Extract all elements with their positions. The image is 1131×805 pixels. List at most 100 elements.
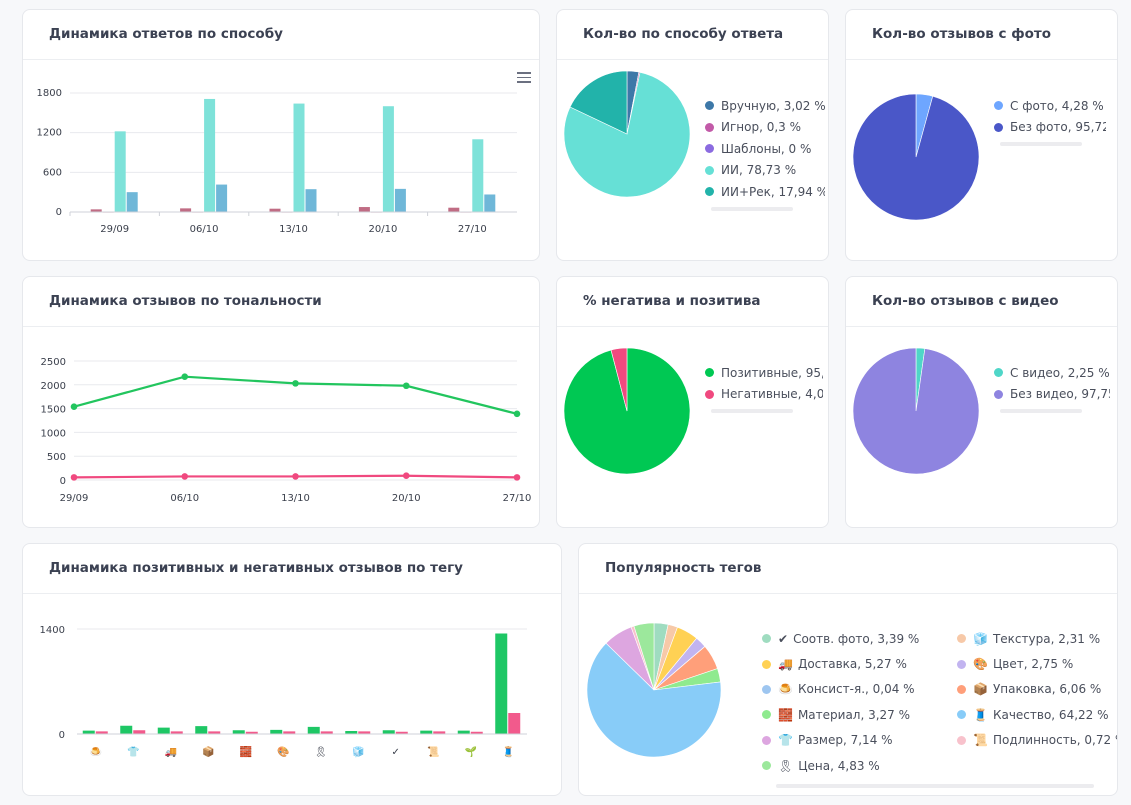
bar[interactable] (433, 731, 446, 734)
data-point[interactable] (292, 473, 299, 480)
y-tick-label: 1500 (41, 405, 66, 416)
legend-item[interactable]: ИИ, 78,73 % (705, 160, 825, 182)
bar[interactable] (95, 731, 108, 734)
bar[interactable] (245, 731, 258, 734)
legend-item[interactable]: Вручную, 3,02 % (705, 95, 825, 117)
bar[interactable] (395, 731, 408, 734)
y-tick-label: 0 (59, 730, 65, 741)
pie-slice[interactable] (586, 642, 722, 758)
pie-slice[interactable] (610, 347, 628, 412)
legend: Позитивные, 95,92 % Негативные, 4,08 % (705, 362, 823, 413)
bar[interactable] (307, 726, 320, 734)
bar[interactable] (320, 731, 333, 734)
bar[interactable] (269, 208, 281, 212)
pie-slice[interactable] (569, 70, 628, 135)
bar[interactable] (180, 208, 192, 212)
bar[interactable] (358, 731, 371, 734)
legend-item[interactable]: Без видео, 97,75 % (994, 384, 1110, 406)
pie-slice[interactable] (852, 93, 980, 221)
legend-item[interactable]: С фото, 4,28 % (994, 95, 1106, 117)
legend-item[interactable]: 🧱 Материал, 3,27 % (762, 702, 947, 727)
menu-icon[interactable] (517, 72, 531, 86)
legend-item[interactable]: Позитивные, 95,92 % (705, 362, 823, 384)
legend-scrollbar[interactable] (711, 409, 793, 413)
legend-item[interactable]: Шаблоны, 0 % (705, 138, 825, 160)
bar[interactable] (457, 730, 470, 734)
bar[interactable] (382, 106, 394, 212)
x-tick-label: 13/10 (281, 493, 310, 504)
legend-item[interactable]: 🧵 Качество, 64,22 % (957, 702, 1117, 727)
bar[interactable] (232, 730, 245, 734)
data-point[interactable] (181, 473, 189, 480)
bar[interactable] (120, 725, 133, 734)
data-point[interactable] (513, 410, 521, 418)
pie-slice[interactable] (852, 347, 980, 475)
bar[interactable] (114, 131, 126, 212)
bar[interactable] (216, 184, 228, 212)
bar[interactable] (283, 731, 296, 734)
pie-slice[interactable] (563, 72, 691, 198)
bar[interactable] (208, 731, 221, 734)
x-tick-label: 29/09 (100, 224, 129, 235)
legend-item[interactable]: ✔ Соотв. фото, 3,39 % (762, 626, 947, 651)
legend-marker (994, 122, 1003, 132)
bar[interactable] (157, 727, 170, 734)
data-point[interactable] (513, 474, 521, 481)
bar[interactable] (270, 729, 283, 734)
card-title: Кол-во по способу ответа (557, 10, 828, 60)
legend-scrollbar[interactable] (711, 206, 793, 211)
bar[interactable] (495, 633, 508, 735)
legend-marker (957, 684, 966, 694)
data-point[interactable] (70, 474, 78, 481)
legend-item[interactable]: 🚚 Доставка, 5,27 % (762, 651, 947, 676)
data-point[interactable] (402, 472, 410, 480)
bar[interactable] (305, 189, 317, 212)
legend-item[interactable]: 🎗 Цена, 4,83 % (762, 753, 947, 778)
legend-item[interactable]: 👕 Размер, 7,14 % (762, 728, 947, 753)
bar[interactable] (345, 731, 358, 734)
bar[interactable] (394, 188, 406, 212)
bar[interactable] (170, 731, 183, 734)
legend-scrollbar[interactable] (1000, 142, 1082, 146)
data-point[interactable] (70, 403, 78, 410)
bar[interactable] (420, 730, 433, 734)
bar[interactable] (508, 713, 521, 734)
tag-icon: 🧱 (778, 707, 793, 722)
data-point[interactable] (292, 380, 299, 387)
pie-slice[interactable] (633, 622, 655, 691)
card-tag-popularity: Популярность тегов ✔ Соотв. фото, 3,39 % 🚚… (578, 543, 1118, 796)
bar[interactable] (195, 726, 208, 734)
legend-scrollbar[interactable] (1000, 409, 1082, 413)
legend-item[interactable]: С видео, 2,25 % (994, 362, 1110, 384)
legend-marker (762, 761, 771, 771)
legend-label: Шаблоны, 0 % (721, 141, 812, 156)
bar[interactable] (470, 731, 483, 734)
legend-item[interactable]: 📦 Упаковка, 6,06 % (957, 677, 1117, 702)
legend-item[interactable]: Негативные, 4,08 % (705, 384, 823, 406)
bar[interactable] (382, 730, 395, 734)
legend-item[interactable]: 🎨 Цвет, 2,75 % (957, 651, 1117, 676)
legend-item[interactable]: Без фото, 95,72 % (994, 117, 1106, 139)
bar[interactable] (472, 139, 484, 212)
chart-tag-dynamics: 0 1400 🍮 👕 🚚 📦 🧱 🎨 🎗 🧊 ✓ 📜 🌱 🧵 (40, 625, 527, 758)
data-point[interactable] (181, 373, 189, 381)
bar[interactable] (126, 192, 138, 212)
x-tick-label: 29/09 (60, 493, 89, 504)
legend-item[interactable]: Игнор, 0,3 % (705, 117, 825, 139)
bar[interactable] (204, 98, 216, 212)
legend-item[interactable]: ИИ+Рек, 17,94 % (705, 181, 825, 203)
bar[interactable] (133, 730, 146, 734)
legend-item[interactable]: 📜 Подлинность, 0,72 % (957, 728, 1117, 753)
bar[interactable] (448, 207, 460, 212)
legend-scrollbar[interactable] (776, 784, 1094, 788)
bar[interactable] (358, 207, 370, 212)
bar[interactable] (90, 209, 102, 212)
legend-label: С видео, 2,25 % (1010, 365, 1110, 380)
bar[interactable] (82, 730, 95, 734)
data-point[interactable] (402, 382, 410, 390)
bar[interactable] (484, 194, 496, 212)
bar[interactable] (293, 103, 305, 212)
legend-item[interactable]: 🍮 Консист-я., 0,04 % (762, 677, 947, 702)
y-tick-label: 1800 (37, 88, 62, 99)
legend-item[interactable]: 🧊 Текстура, 2,31 % (957, 626, 1117, 651)
